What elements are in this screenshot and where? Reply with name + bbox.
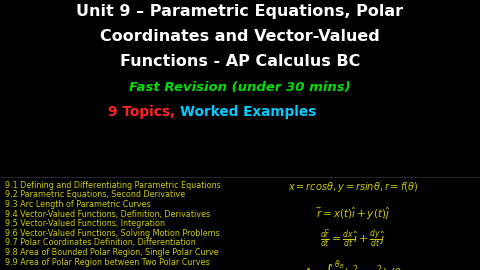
Text: 9 Topics,: 9 Topics,	[108, 105, 175, 119]
Text: 9.9 Area of Polar Region between Two Polar Curves: 9.9 Area of Polar Region between Two Pol…	[5, 258, 209, 266]
Text: 9.2 Parametric Equations, Second Derivative: 9.2 Parametric Equations, Second Derivat…	[5, 191, 185, 200]
Text: Coordinates and Vector-Valued: Coordinates and Vector-Valued	[100, 29, 380, 44]
Text: 9.3 Arc Length of Parametric Curves: 9.3 Arc Length of Parametric Curves	[5, 200, 150, 209]
Text: 9.6 Vector-Valued Functions, Solving Motion Problems: 9.6 Vector-Valued Functions, Solving Mot…	[5, 229, 219, 238]
Text: Fast Revision (under 30 mins): Fast Revision (under 30 mins)	[129, 81, 351, 94]
Text: $\frac{d\vec{r}}{dt} = \frac{dx}{dt}\hat{\imath} + \frac{dy}{dt}\hat{\jmath}$: $\frac{d\vec{r}}{dt} = \frac{dx}{dt}\hat…	[320, 228, 385, 251]
Text: Functions - AP Calculus BC: Functions - AP Calculus BC	[120, 54, 360, 69]
Text: 9.4 Vector-Valued Functions, Definition, Derivatives: 9.4 Vector-Valued Functions, Definition,…	[5, 210, 210, 219]
Text: $A = \int_{\theta_A}^{\theta_B}(r_B^2 - r_A^2)d\theta$: $A = \int_{\theta_A}^{\theta_B}(r_B^2 - …	[303, 258, 402, 270]
Text: $\vec{r} = x(t)\hat{\imath} + y(t)\hat{\jmath}$: $\vec{r} = x(t)\hat{\imath} + y(t)\hat{\…	[316, 205, 390, 222]
Text: 9.1 Defining and Differentiating Parametric Equations: 9.1 Defining and Differentiating Paramet…	[5, 181, 220, 190]
Text: 9.7 Polar Coordinates Definition, Differentiation: 9.7 Polar Coordinates Definition, Differ…	[5, 238, 195, 247]
Text: Unit 9 – Parametric Equations, Polar: Unit 9 – Parametric Equations, Polar	[76, 4, 404, 19]
Text: $x = rcos\theta, y = rsin\theta, r = f(\theta)$: $x = rcos\theta, y = rsin\theta, r = f(\…	[288, 180, 418, 194]
Text: 9.8 Area of Bounded Polar Region, Single Polar Curve: 9.8 Area of Bounded Polar Region, Single…	[5, 248, 218, 257]
Text: 9.5 Vector-Valued Functions, Integration: 9.5 Vector-Valued Functions, Integration	[5, 219, 165, 228]
Text: Worked Examples: Worked Examples	[180, 105, 316, 119]
